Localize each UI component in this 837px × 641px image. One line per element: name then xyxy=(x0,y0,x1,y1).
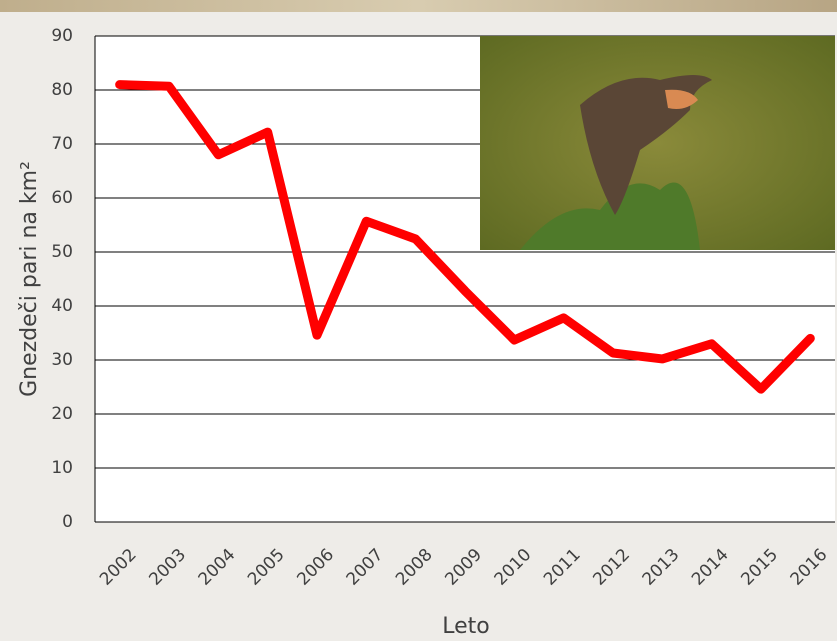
y-tick-label: 0 xyxy=(62,512,73,532)
y-tick-label: 10 xyxy=(51,458,73,478)
y-tick-label: 40 xyxy=(51,296,73,316)
x-axis-label: Leto xyxy=(442,614,490,639)
data-line xyxy=(115,80,815,394)
header-texture xyxy=(0,0,837,12)
photo-plant xyxy=(520,182,700,250)
photo xyxy=(480,36,835,250)
y-tick-label: 30 xyxy=(51,350,73,370)
y-tick-label: 20 xyxy=(51,404,73,424)
y-tick-label: 80 xyxy=(51,80,73,100)
y-tick-label: 90 xyxy=(51,26,73,46)
y-tick-label: 50 xyxy=(51,242,73,262)
y-tick-label: 70 xyxy=(51,134,73,154)
y-tick-label: 60 xyxy=(51,188,73,208)
photo-bird-breast xyxy=(665,89,698,109)
photo-bird xyxy=(580,75,712,215)
y-axis-label: Gnezdeči pari na km² xyxy=(17,161,42,397)
